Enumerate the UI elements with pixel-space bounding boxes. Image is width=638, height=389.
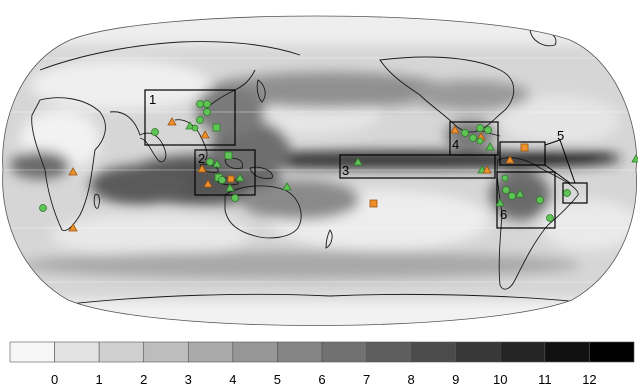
colorbar-tick-label: 3 <box>185 372 192 387</box>
station-marker <box>212 159 222 168</box>
colorbar-tick-label: 1 <box>96 372 103 387</box>
station-marker <box>196 116 204 124</box>
station-marker <box>469 134 477 142</box>
station-marker <box>212 123 221 132</box>
station-marker <box>502 186 510 194</box>
colorbar-tick-label: 11 <box>538 372 552 387</box>
station-marker <box>224 151 233 160</box>
station-marker <box>68 223 78 232</box>
colorbar-segment <box>544 341 590 363</box>
globe-outline <box>2 15 637 326</box>
station-marker <box>508 192 516 200</box>
station-marker <box>631 154 638 163</box>
colorbar-segment <box>54 341 100 363</box>
colorbar-segment <box>410 341 457 363</box>
station-marker <box>485 142 495 151</box>
region-box-5 <box>499 141 546 166</box>
colorbar-tick-label: 12 <box>582 372 596 387</box>
colorbar-segment <box>187 341 234 363</box>
station-marker <box>231 194 239 202</box>
station-marker <box>546 214 554 222</box>
station-marker <box>484 126 492 134</box>
region-label-4: 4 <box>452 137 459 152</box>
station-marker <box>151 128 159 136</box>
colorbar-tick-label: 8 <box>408 372 415 387</box>
station-marker <box>520 143 529 152</box>
station-marker <box>450 125 460 134</box>
colorbar-tick-label: 5 <box>274 372 281 387</box>
colorbar-segment <box>589 341 635 363</box>
station-marker <box>203 179 213 188</box>
colorbar-segment <box>9 341 55 363</box>
colorbar-segment <box>232 341 278 363</box>
station-marker <box>563 189 571 197</box>
region-box-3 <box>339 154 496 179</box>
station-markers <box>39 100 638 232</box>
station-marker <box>476 124 484 132</box>
station-marker <box>235 173 245 182</box>
station-marker <box>227 175 235 183</box>
station-marker <box>461 129 469 137</box>
colorbar-segment <box>455 341 501 363</box>
station-marker <box>197 164 207 173</box>
colorbar-segment <box>366 341 412 363</box>
station-marker <box>68 167 78 176</box>
station-marker <box>495 198 505 207</box>
colorbar-segment <box>143 341 189 363</box>
station-marker <box>206 158 214 166</box>
region-box-1 <box>144 89 236 146</box>
region-box-2 <box>194 149 256 196</box>
station-marker <box>167 117 177 126</box>
station-marker <box>476 137 484 145</box>
station-marker <box>501 174 509 182</box>
region-boxes: 1 2 3 4 5 6 <box>144 89 588 229</box>
station-marker <box>369 199 378 208</box>
colorbar-tick-label: 9 <box>452 372 459 387</box>
station-marker <box>200 130 210 139</box>
station-marker <box>203 100 211 108</box>
colorbar-tick-label: 2 <box>140 372 147 387</box>
region-label-6: 6 <box>500 207 507 222</box>
colorbar: 0 1 2 3 4 5 6 7 8 9 10 11 12 <box>9 341 635 387</box>
colorbar-tick-label: 0 <box>51 372 58 387</box>
colorbar-tick-label: 10 <box>493 372 507 387</box>
colorbar-segment <box>98 341 145 363</box>
station-marker <box>536 196 544 204</box>
region-label-2: 2 <box>198 151 205 166</box>
colorbar-segment <box>321 341 367 363</box>
station-marker <box>225 183 235 192</box>
station-marker <box>353 157 363 166</box>
colorbar-tick-label: 4 <box>229 372 236 387</box>
station-marker <box>218 176 226 184</box>
colorbar-tick-label: 6 <box>318 372 325 387</box>
station-marker <box>196 100 204 108</box>
station-marker <box>39 204 47 212</box>
station-marker <box>191 124 199 132</box>
region-box-6 <box>496 171 556 229</box>
region-label-1: 1 <box>149 92 156 107</box>
station-marker <box>515 189 525 198</box>
colorbar-segment <box>499 341 546 363</box>
colorbar-tick-label: 7 <box>363 372 370 387</box>
station-marker <box>203 108 211 116</box>
station-marker <box>505 155 515 164</box>
region-label-5: 5 <box>557 128 564 143</box>
station-marker <box>482 165 492 174</box>
region-box-4 <box>449 121 499 156</box>
colorbar-segment <box>277 341 323 363</box>
precipitation-field <box>2 16 637 326</box>
region-label-3: 3 <box>342 163 349 178</box>
station-marker <box>282 182 292 191</box>
